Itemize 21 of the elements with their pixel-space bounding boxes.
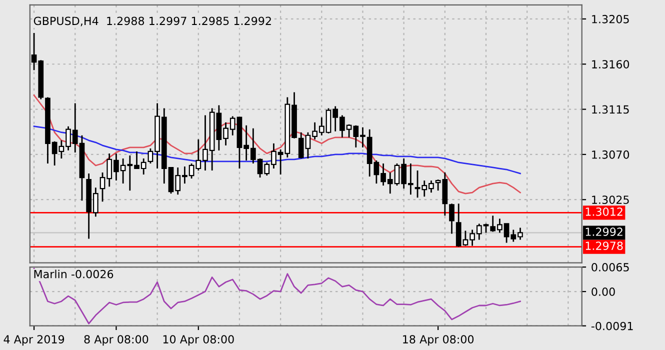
- ref-line-label: 1.3012: [586, 207, 622, 216]
- ref-line-label: 1.2992: [586, 228, 622, 236]
- ref-line-label: 1.2978: [586, 242, 623, 250]
- y-tick-label: -0.0091: [591, 322, 633, 330]
- y-tick-label: 1.3025: [592, 196, 629, 204]
- x-tick-label: 8 Apr 08:00: [84, 335, 148, 346]
- x-tick-label: 4 Apr 2019: [4, 335, 64, 346]
- y-tick-label: 0.00: [592, 288, 615, 296]
- x-tick-label: 10 Apr 08:00: [163, 335, 234, 346]
- y-tick-label: 1.3160: [592, 60, 630, 68]
- y-tick-label: 0.0065: [592, 263, 629, 272]
- line-series: [33, 126, 521, 174]
- y-tick-label: 1.3205: [592, 14, 629, 24]
- chart-title: Marlin -0.0026: [34, 270, 114, 278]
- y-tick-label: 1.3070: [592, 150, 630, 159]
- line-series: [33, 94, 521, 194]
- text: GBPUSD,H4 1.2988 1.2997 1.2985 1.2992: [34, 16, 271, 26]
- y-tick-label: 1.3115: [592, 105, 629, 114]
- x-tick-label: 18 Apr 08:00: [403, 335, 474, 346]
- candlestick: [449, 202, 454, 234]
- line-series: [33, 268, 521, 324]
